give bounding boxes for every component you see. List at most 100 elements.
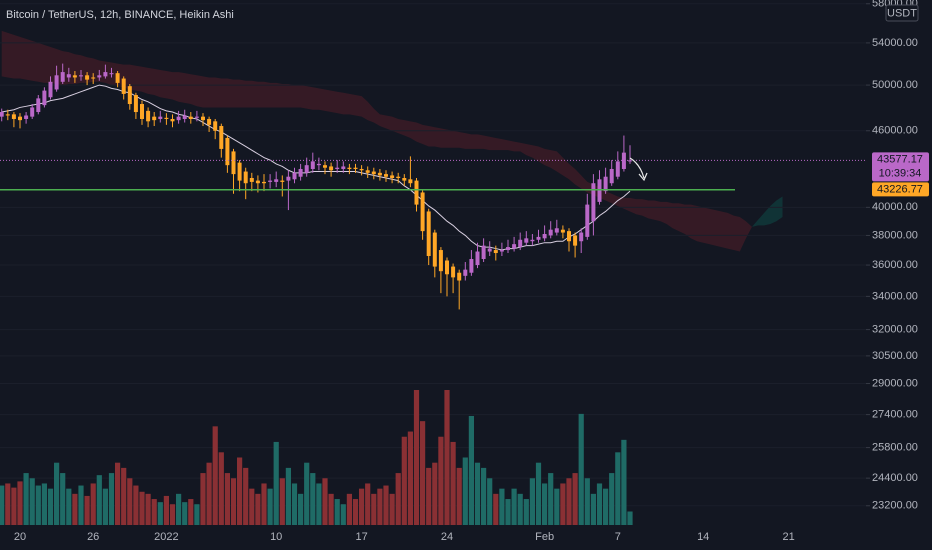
candle-body	[140, 104, 144, 119]
candle-body	[79, 75, 83, 77]
volume-bar	[304, 462, 310, 525]
candle-body	[164, 117, 169, 119]
real-close-label: 43226.77	[877, 183, 923, 195]
volume-bar	[188, 499, 194, 525]
x-tick-label: 10	[270, 531, 282, 543]
volume-bar	[474, 462, 481, 525]
volume-bar	[621, 439, 627, 525]
candle-body	[536, 236, 541, 240]
candle-body	[30, 107, 35, 117]
candle-body	[371, 171, 376, 175]
candle-body	[268, 180, 273, 182]
candle-body	[72, 75, 77, 78]
candle-body	[60, 72, 65, 82]
volume-bar	[542, 483, 548, 525]
volume-bar	[322, 478, 328, 525]
candle-body	[42, 90, 47, 106]
candle-body	[18, 116, 22, 121]
candle-body	[445, 260, 449, 275]
volume-bar	[169, 504, 176, 525]
candle-body	[426, 211, 431, 257]
y-tick-label: 50000.00	[872, 79, 918, 91]
x-tick-label: 20	[14, 531, 26, 543]
y-tick-label: 30500.00	[872, 350, 918, 362]
last-price-label: 43577.17	[877, 153, 923, 165]
volume-bar	[468, 415, 474, 525]
volume-bar	[316, 483, 322, 525]
volume-bar	[133, 485, 139, 525]
volume-bar	[566, 478, 572, 525]
candle-body	[207, 118, 212, 125]
y-tick-label: 29000.00	[872, 377, 918, 389]
volume-bar	[352, 499, 359, 525]
volume-bar	[462, 457, 468, 525]
candle-body	[499, 250, 504, 252]
volume-bar	[584, 478, 590, 525]
candle-body	[170, 118, 175, 122]
y-tick-label: 40000.00	[872, 201, 918, 213]
x-tick-label: 7	[615, 531, 621, 543]
volume-bar	[54, 462, 60, 525]
candle-body	[603, 176, 608, 192]
candle-body	[121, 78, 126, 94]
volume-bar	[511, 488, 517, 525]
candle-body	[323, 165, 327, 168]
volume-bar	[456, 467, 462, 525]
candle-body	[609, 168, 614, 184]
candle-body	[0, 112, 4, 117]
candle-body	[48, 81, 53, 98]
candle-body	[487, 248, 492, 252]
candle-body	[237, 162, 242, 181]
volume-bar	[41, 483, 47, 525]
arrow-annotation	[629, 157, 648, 182]
volume-bar	[365, 483, 371, 525]
candle-body	[579, 232, 584, 242]
candle-body	[115, 73, 120, 83]
candle-body	[457, 272, 462, 281]
volume-bar	[383, 485, 389, 525]
candle-body	[353, 167, 358, 169]
x-tick-label: 17	[355, 531, 367, 543]
real-close-box	[872, 182, 929, 197]
volume-bar	[206, 462, 212, 525]
candle-body	[493, 250, 498, 254]
candle-body	[66, 74, 71, 78]
candle-body	[188, 116, 193, 119]
candle-body	[249, 178, 254, 182]
volume-bar	[194, 504, 200, 525]
volume-bar	[163, 495, 169, 525]
volume-bar	[218, 452, 224, 525]
volume-bar	[578, 413, 584, 525]
candle-body	[298, 168, 303, 177]
volume-bar	[261, 483, 267, 525]
volume-bar	[554, 488, 560, 525]
y-tick-label: 23200.00	[872, 500, 918, 512]
candle-body	[24, 115, 29, 119]
volume-bar	[139, 491, 145, 525]
volume-bar	[493, 493, 499, 525]
volume-bar	[121, 467, 127, 525]
volume-bar	[230, 478, 237, 525]
candle-body	[292, 172, 297, 180]
volume-bar	[413, 390, 420, 525]
volume-bar	[389, 493, 395, 525]
candle-body	[194, 116, 199, 118]
candle-body	[182, 115, 187, 119]
candle-body	[97, 75, 102, 78]
volume-bar	[444, 390, 450, 525]
candle-body	[481, 245, 486, 260]
volume-bar	[145, 493, 151, 525]
candle-body	[243, 171, 248, 184]
candle-body	[152, 116, 157, 121]
candle-body	[420, 192, 425, 232]
candle-body	[127, 86, 132, 105]
volume-bar	[291, 483, 298, 525]
candle-body	[310, 161, 315, 169]
volume-bar	[72, 493, 78, 525]
volume-bar	[47, 488, 54, 525]
candle-body	[463, 269, 468, 276]
candle-body	[548, 229, 553, 236]
candle-body	[304, 165, 309, 173]
volume-bar	[243, 467, 249, 525]
